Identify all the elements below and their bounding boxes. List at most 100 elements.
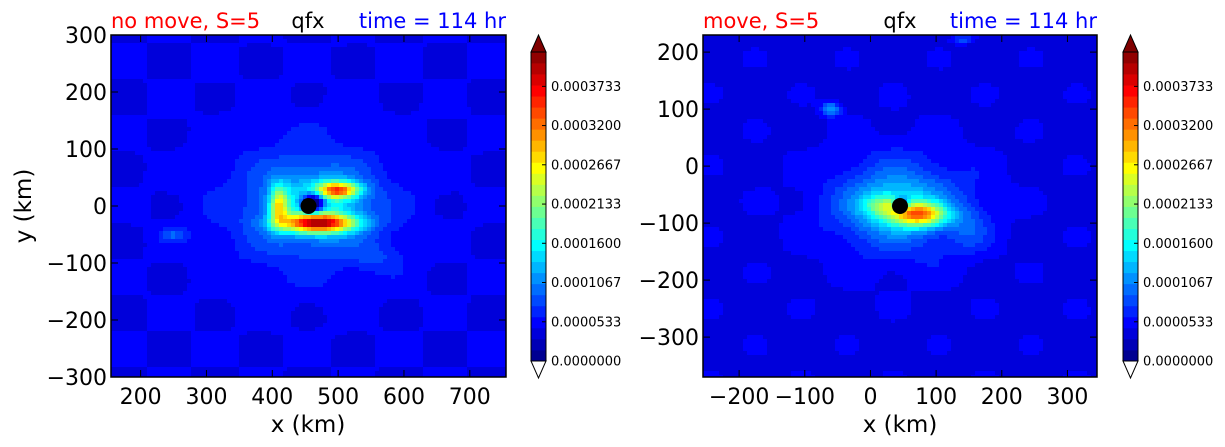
panel-left-title-center: qfx xyxy=(291,9,324,33)
colorbar-level xyxy=(1123,52,1138,64)
colorbar-level xyxy=(531,250,546,263)
colorbar-tick-label: 0.0000533 xyxy=(551,315,621,330)
colorbar-level xyxy=(531,206,546,218)
colorbar-level xyxy=(1123,316,1138,329)
panel-left-title-right: time = 114 hr xyxy=(359,9,506,33)
colorbar-level xyxy=(531,217,546,229)
colorbar-tick-label: 0.0000533 xyxy=(1143,315,1213,330)
colorbar-level xyxy=(1123,96,1138,108)
panel-right-title-right: time = 114 hr xyxy=(950,9,1097,33)
panel-right-title-center: qfx xyxy=(883,9,916,33)
colorbar-frame xyxy=(530,51,547,362)
colorbar-tick-label: 0.0002667 xyxy=(551,158,621,173)
panel-right-storm-center-marker xyxy=(892,198,908,214)
colorbar-level xyxy=(531,107,546,119)
colorbar-tick-label: 0.0001600 xyxy=(551,237,621,252)
colorbar-level xyxy=(531,239,546,252)
colorbar-tick-label: 0.0003200 xyxy=(1143,119,1213,134)
x-tick-label: 300 xyxy=(185,385,227,410)
colorbar-level xyxy=(1123,217,1138,229)
colorbar-level xyxy=(1123,228,1138,241)
colorbar-level xyxy=(1123,63,1138,75)
colorbar-level xyxy=(1123,184,1138,196)
colorbar-extend-max xyxy=(530,33,547,53)
colorbar-level xyxy=(531,140,546,152)
y-tick-label: −200 xyxy=(47,309,107,334)
colorbar-level xyxy=(531,338,546,351)
colorbar-extend-max xyxy=(1122,33,1139,53)
y-tick-label: −300 xyxy=(47,366,107,391)
colorbar-level xyxy=(531,195,546,207)
colorbar-level xyxy=(531,63,546,75)
panel-right-title-left: move, S=5 xyxy=(703,9,819,33)
colorbar-level xyxy=(1123,195,1138,207)
x-tick-label: 200 xyxy=(120,385,162,410)
colorbar-level xyxy=(531,96,546,108)
colorbar-level xyxy=(1123,206,1138,218)
y-tick-label: 0 xyxy=(93,195,107,220)
colorbar-level xyxy=(1123,173,1138,185)
colorbar-level xyxy=(1123,85,1138,97)
colorbar-tick-label: 0.0000000 xyxy=(1143,355,1213,370)
colorbar-tick-label: 0.0003733 xyxy=(551,80,621,95)
colorbar-level xyxy=(531,162,546,174)
panel-left-title-left: no move, S=5 xyxy=(111,9,260,33)
colorbar-frame xyxy=(1122,51,1139,362)
colorbar-level xyxy=(531,228,546,241)
panel-right-colorbar: 0.0000000 0.0000533 0.0001067 0.0001600 0.00… xyxy=(1122,33,1213,380)
panel-left-ylabel: y (km) xyxy=(11,169,37,244)
colorbar-level xyxy=(531,173,546,185)
panel-left-plot-area xyxy=(111,35,506,377)
colorbar-level xyxy=(531,129,546,141)
colorbar-level xyxy=(531,85,546,97)
colorbar-level xyxy=(1123,129,1138,141)
y-tick-label: −100 xyxy=(639,212,699,237)
y-tick-label: 300 xyxy=(65,24,107,49)
x-tick-label: 300 xyxy=(1046,385,1088,410)
panel-left-storm-center-marker xyxy=(300,198,317,214)
colorbar-level xyxy=(531,118,546,130)
y-tick-label: 200 xyxy=(65,81,107,106)
colorbar-tick-label: 0.0001600 xyxy=(1143,237,1213,252)
panel-left-colorbar: 0.0000000 0.0000533 0.0001067 0.0001600 0.00… xyxy=(530,33,621,380)
panel-left: no move, S=5 qfx time = 114 hr 200 300 400… xyxy=(11,9,621,438)
panel-right: move, S=5 qfx time = 114 hr −200 −100 0 100… xyxy=(639,9,1214,438)
colorbar-tick-label: 0.0001067 xyxy=(1143,276,1213,291)
panel-left-y-ticks: 300 200 100 0 −100 −200 −300 xyxy=(47,24,506,391)
colorbar-tick-label: 0.0003733 xyxy=(1143,80,1213,95)
colorbar-level xyxy=(1123,272,1138,285)
colorbar-level xyxy=(1123,338,1138,351)
x-tick-label: 600 xyxy=(383,385,425,410)
colorbar-level xyxy=(531,151,546,163)
colorbar-tick-label: 0.0003200 xyxy=(551,119,621,134)
colorbar-tick-label: 0.0002133 xyxy=(551,198,621,213)
x-tick-label: 200 xyxy=(981,385,1023,410)
y-tick-label: −300 xyxy=(639,326,699,351)
panel-right-x-ticks: −200 −100 0 100 200 300 xyxy=(709,35,1088,410)
colorbar-level xyxy=(1123,250,1138,263)
colorbar-level xyxy=(531,74,546,86)
colorbar-level xyxy=(1123,305,1138,318)
x-tick-label: 0 xyxy=(863,385,877,410)
colorbar-level xyxy=(1123,107,1138,119)
colorbar-tick-label: 0.0000000 xyxy=(551,355,621,370)
colorbar-level xyxy=(1123,294,1138,307)
colorbar-level xyxy=(1123,151,1138,163)
colorbar-level xyxy=(1123,239,1138,252)
colorbar-level xyxy=(1123,140,1138,152)
panel-right-y-ticks: 200 100 0 −100 −200 −300 xyxy=(639,41,1097,351)
x-tick-label: −200 xyxy=(709,385,769,410)
panel-right-heatmap-field xyxy=(703,35,1097,377)
x-tick-label: 700 xyxy=(449,385,491,410)
panel-left-heatmap-field xyxy=(111,35,506,377)
colorbar-tick-label: 0.0002133 xyxy=(1143,198,1213,213)
x-tick-label: 100 xyxy=(915,385,957,410)
colorbar-level xyxy=(531,305,546,318)
colorbar-level xyxy=(1123,327,1138,340)
panel-right-xlabel: x (km) xyxy=(863,412,938,438)
colorbar-level xyxy=(1123,349,1138,362)
colorbar-level xyxy=(531,327,546,340)
colorbar-level xyxy=(531,283,546,296)
y-tick-label: 100 xyxy=(657,98,699,123)
